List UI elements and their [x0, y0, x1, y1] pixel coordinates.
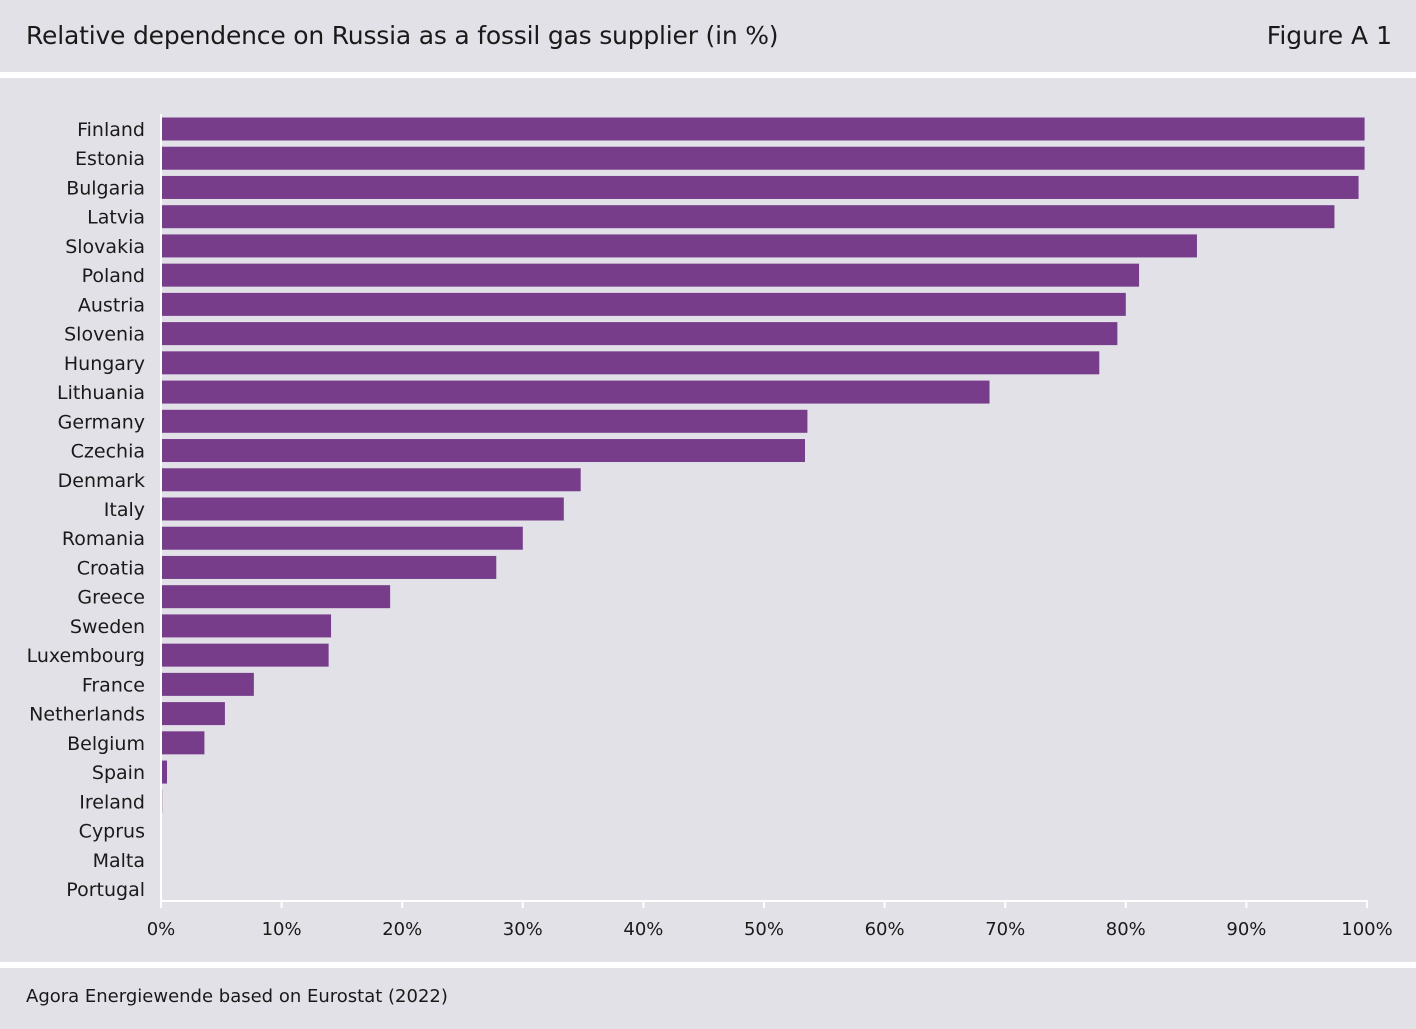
bar-latvia: [161, 205, 1335, 229]
bar-croatia: [161, 555, 497, 579]
category-label: Spain: [92, 762, 145, 784]
bar-hungary: [161, 351, 1100, 375]
category-labels-group: Finland Estonia Bulgaria Latvia Slovakia Pola…: [27, 119, 145, 901]
bar-slovakia: [161, 234, 1197, 258]
bar-france: [161, 672, 254, 696]
category-label: Poland: [82, 265, 145, 287]
category-label: Estonia: [75, 148, 145, 170]
bars-group: [161, 117, 1365, 813]
x-tick-label: 20%: [382, 919, 422, 940]
category-label: Slovenia: [64, 324, 145, 346]
figure-label: Figure A 1: [1266, 21, 1392, 50]
x-axis: 0% 10% 20% 30% 40% 50% 60% 70% 80% 90% 100%: [147, 114, 1393, 940]
x-tick-label: 100%: [1341, 919, 1392, 940]
category-label: Sweden: [70, 616, 145, 638]
category-label: Ireland: [79, 791, 145, 813]
category-label: Denmark: [58, 470, 145, 492]
category-label: Italy: [104, 499, 145, 521]
category-label: Finland: [77, 119, 145, 141]
bar-denmark: [161, 468, 581, 492]
chart-header: Relative dependence on Russia as a fossi…: [0, 0, 1416, 72]
bar-germany: [161, 409, 808, 433]
bar-greece: [161, 585, 391, 609]
category-label: Romania: [62, 528, 145, 550]
x-tick-label: 40%: [623, 919, 663, 940]
x-tick-label: 50%: [744, 919, 784, 940]
x-tick-label: 70%: [985, 919, 1025, 940]
chart-title: Relative dependence on Russia as a fossi…: [26, 21, 779, 50]
category-label: Luxembourg: [27, 645, 145, 667]
category-label: Lithuania: [57, 382, 145, 404]
category-label: Portugal: [66, 879, 145, 901]
category-label: Croatia: [77, 557, 145, 579]
bar-austria: [161, 292, 1126, 316]
chart-footer: Agora Energiewende based on Eurostat (20…: [0, 968, 1416, 1029]
bar-netherlands: [161, 702, 225, 726]
x-tick-label: 80%: [1106, 919, 1146, 940]
category-label: Malta: [93, 850, 145, 872]
category-label: France: [82, 674, 145, 696]
bar-belgium: [161, 731, 205, 755]
x-tick-label: 30%: [503, 919, 543, 940]
category-label: Cyprus: [79, 821, 145, 843]
plot-panel: Finland Estonia Bulgaria Latvia Slovakia Pola…: [0, 78, 1416, 962]
bar-luxembourg: [161, 643, 329, 667]
bar-bulgaria: [161, 175, 1359, 199]
bar-finland: [161, 117, 1365, 141]
category-label: Bulgaria: [66, 177, 145, 199]
category-label: Austria: [78, 294, 145, 316]
bar-sweden: [161, 614, 332, 638]
bar-slovenia: [161, 322, 1118, 346]
category-label: Czechia: [71, 441, 145, 463]
bar-estonia: [161, 146, 1365, 170]
bar-romania: [161, 526, 523, 550]
bar-chart: Finland Estonia Bulgaria Latvia Slovakia Pola…: [27, 114, 1393, 940]
category-label: Germany: [58, 411, 145, 433]
category-label: Greece: [77, 587, 145, 609]
x-tick-label: 90%: [1226, 919, 1266, 940]
category-label: Latvia: [87, 207, 145, 229]
bar-poland: [161, 263, 1140, 287]
source-note: Agora Energiewende based on Eurostat (20…: [26, 986, 448, 1007]
bar-czechia: [161, 439, 805, 463]
x-tick-label: 60%: [865, 919, 905, 940]
category-label: Netherlands: [29, 704, 145, 726]
x-tick-label: 0%: [147, 919, 176, 940]
category-label: Belgium: [67, 733, 145, 755]
x-tick-label: 10%: [262, 919, 302, 940]
bar-lithuania: [161, 380, 990, 404]
bar-spain: [161, 760, 168, 784]
category-label: Hungary: [64, 353, 145, 375]
category-label: Slovakia: [65, 236, 145, 258]
bar-italy: [161, 497, 564, 521]
